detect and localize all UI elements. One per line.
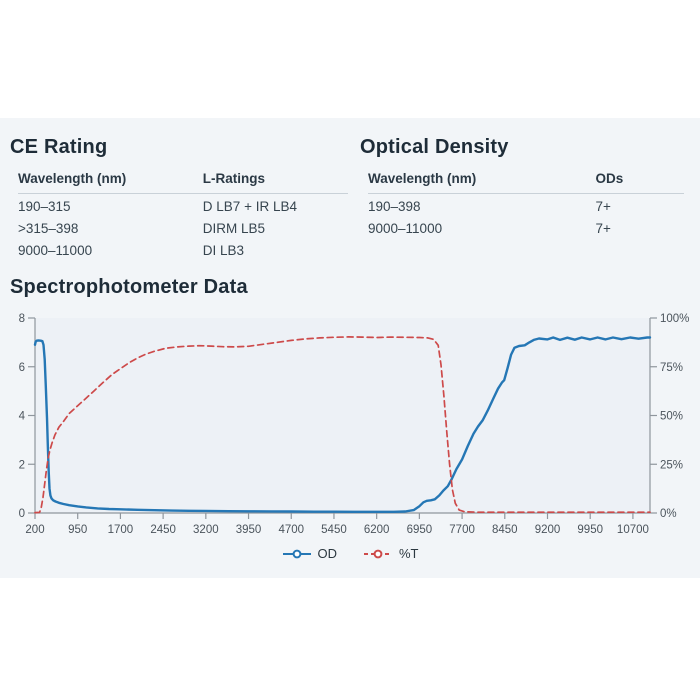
x-tick-label: 2450	[150, 524, 176, 536]
table-cell: DIRM LB5	[202, 221, 266, 236]
table-row: 9000–11000 DI LB3	[18, 238, 348, 260]
left-tick-label: 8	[19, 313, 25, 325]
legend-label: OD	[317, 546, 338, 561]
right-tick-label: 25%	[660, 459, 683, 471]
table-cell: 7+	[595, 199, 611, 214]
ce-rating-title: CE Rating	[10, 136, 108, 158]
spectro-chart-container: 200 950 1700 2450 3200 3950 4700 5450 6200 6950 77…	[0, 301, 700, 561]
x-tick-label: 9950	[577, 524, 603, 536]
table-cell: 190–398	[368, 199, 421, 214]
table-cell: 190–315	[18, 199, 71, 214]
x-tick-label: 200	[25, 524, 44, 536]
legend-item-pctt[interactable]: %T	[363, 546, 419, 561]
table-cell: >315–398	[18, 221, 79, 236]
optical-density-section: Optical Density Wavelength (nm) ODs 190–3…	[360, 132, 686, 260]
right-tick-label: 50%	[660, 411, 683, 423]
table-row: >315–398 DIRM LB5	[18, 216, 348, 238]
table-row: 190–315 D LB7 + IR LB4	[18, 194, 348, 217]
left-tick-label: 2	[19, 459, 25, 471]
legend-label: %T	[399, 546, 419, 561]
spectro-chart: 200 950 1700 2450 3200 3950 4700 5450 6200 6950 77…	[19, 313, 690, 536]
x-tick-label: 3200	[193, 524, 219, 536]
legend-marker-icon	[282, 549, 311, 558]
x-tick-label: 3950	[236, 524, 262, 536]
legend-marker-icon	[364, 549, 392, 558]
x-tick-label: 6950	[407, 524, 433, 536]
table-cell: 7+	[595, 221, 611, 236]
table-cell: DI LB3	[202, 243, 245, 258]
column-header: Wavelength (nm)	[18, 169, 203, 194]
ce-rating-table: Wavelength (nm) L-Ratings 190–315 D LB7 + …	[18, 169, 348, 260]
x-tick-label: 4700	[278, 524, 304, 536]
legend-item-od[interactable]: OD	[282, 546, 338, 561]
optical-density-title: Optical Density	[360, 136, 509, 158]
x-tick-label: 8450	[492, 524, 518, 536]
table-cell: D LB7 + IR LB4	[202, 199, 297, 214]
x-tick-label: 7700	[449, 524, 475, 536]
series-pctt	[34, 336, 651, 514]
right-tick-label: 0%	[660, 508, 677, 520]
right-tick-label: 100%	[660, 313, 689, 325]
table-row: 190–398 7+	[368, 194, 684, 217]
left-tick-label: 0	[19, 508, 25, 520]
plot-area	[35, 318, 650, 513]
table-cell: 9000–11000	[18, 243, 93, 258]
column-header: Wavelength (nm)	[368, 169, 596, 194]
ce-rating-section: CE Rating Wavelength (nm) L-Ratings 190–3…	[10, 132, 350, 260]
x-tick-label: 6200	[364, 524, 390, 536]
x-tick-label: 5450	[321, 524, 347, 536]
optical-density-table: Wavelength (nm) ODs 190–398 7+ 9000–11000 7+	[368, 169, 684, 238]
x-tick-label: 10700	[617, 524, 649, 536]
column-header: L-Ratings	[202, 169, 348, 194]
spectro-section-title: Spectrophotometer Data	[10, 276, 248, 298]
rating-tables-row: CE Rating Wavelength (nm) L-Ratings 190–3…	[0, 118, 700, 260]
series-od	[33, 336, 652, 514]
left-tick-label: 4	[19, 411, 26, 423]
left-tick-label: 6	[19, 362, 25, 374]
table-cell: 9000–11000	[368, 221, 443, 236]
x-tick-label: 950	[68, 524, 87, 536]
column-header: ODs	[595, 169, 684, 194]
x-tick-label: 1700	[108, 524, 134, 536]
right-tick-label: 75%	[660, 362, 683, 374]
chart-legend: OD %T	[0, 546, 700, 561]
table-row: 9000–11000 7+	[368, 216, 684, 238]
x-tick-label: 9200	[535, 524, 561, 536]
spec-sheet-panel: CE Rating Wavelength (nm) L-Ratings 190–3…	[0, 118, 700, 578]
